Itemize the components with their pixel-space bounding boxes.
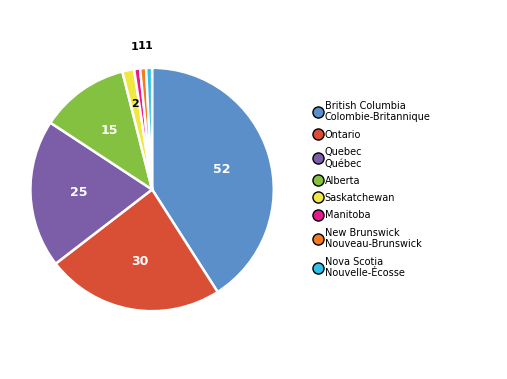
Text: 15: 15 bbox=[101, 124, 119, 136]
Wedge shape bbox=[152, 68, 274, 292]
Text: 1: 1 bbox=[144, 41, 153, 51]
Wedge shape bbox=[30, 123, 152, 264]
Text: 52: 52 bbox=[213, 163, 231, 175]
Text: 25: 25 bbox=[70, 186, 88, 199]
Wedge shape bbox=[146, 68, 152, 190]
Legend: British Columbia
Colombie-Britannique, Ontario, Quebec
Québec, Alberta, Saskatch: British Columbia Colombie-Britannique, O… bbox=[315, 101, 431, 278]
Text: 1: 1 bbox=[130, 42, 138, 52]
Wedge shape bbox=[122, 69, 152, 190]
Wedge shape bbox=[50, 72, 152, 190]
Text: 1: 1 bbox=[137, 41, 146, 51]
Text: 30: 30 bbox=[131, 255, 148, 268]
Wedge shape bbox=[56, 190, 218, 311]
Wedge shape bbox=[140, 68, 152, 190]
Text: 2: 2 bbox=[131, 99, 139, 109]
Wedge shape bbox=[134, 69, 152, 190]
